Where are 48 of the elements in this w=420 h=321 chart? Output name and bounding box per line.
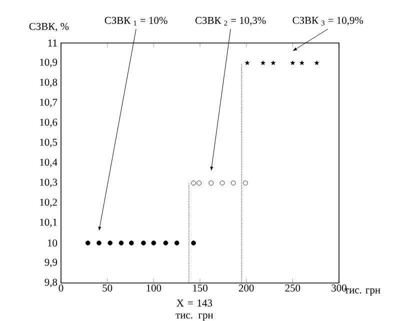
point: [260, 60, 266, 65]
point: [290, 60, 295, 65]
x-tick-label: 300: [332, 284, 346, 292]
y-tick-label: 10,1: [40, 218, 57, 228]
x-tick-label: 250: [285, 284, 300, 292]
y-tick-label: 10,8: [40, 78, 58, 88]
point: [96, 240, 102, 246]
x-tick-label: 0: [58, 284, 64, 292]
point: [230, 180, 236, 186]
point: [191, 180, 196, 186]
text: СЗВК $_{2}$ = 10,3%: [195, 16, 266, 26]
y-axis-title: СЗВК, %: [29, 22, 69, 32]
text: X = 143 тис. грн: [176, 300, 214, 321]
x-tick-label: 100: [146, 284, 162, 292]
y-tick-label: 10,7: [40, 98, 58, 108]
x-tick-label: 150: [193, 284, 208, 292]
y-tick-label: 10,3: [40, 178, 58, 188]
y-tick-label: 9,9: [44, 258, 58, 268]
y-tick-label: 10,9: [40, 58, 58, 68]
point: [208, 180, 214, 186]
point: [270, 60, 276, 65]
y-tick-label: 10,2: [40, 198, 57, 208]
point: [244, 60, 250, 65]
text: СЗВК $_{1}$ = 10%: [104, 16, 168, 26]
point: [108, 240, 113, 246]
point: [300, 60, 304, 65]
y-tick-label: 9,8: [44, 278, 58, 288]
point: [191, 240, 196, 246]
point: [129, 240, 134, 246]
y-tick-label: 10,6: [40, 118, 58, 128]
point: [141, 240, 146, 246]
y-tick-label: 10: [48, 239, 58, 247]
point: [174, 240, 180, 246]
point: [314, 60, 320, 65]
point: [163, 240, 168, 246]
y-tick-label: 10,5: [40, 138, 58, 148]
x-tick-label: 50: [102, 284, 112, 292]
point: [118, 240, 124, 246]
x-axis-title: тис. грн: [344, 288, 380, 296]
point: [85, 240, 90, 246]
point: [243, 180, 248, 186]
point: [151, 240, 156, 246]
y-tick-label: 11: [48, 40, 57, 46]
point: [220, 180, 225, 186]
y-tick-label: 10,4: [40, 158, 58, 168]
point: [196, 180, 202, 186]
x-tick-label: 200: [238, 284, 254, 292]
text: СЗВК $_{3}$ = 10,9%: [292, 16, 364, 26]
